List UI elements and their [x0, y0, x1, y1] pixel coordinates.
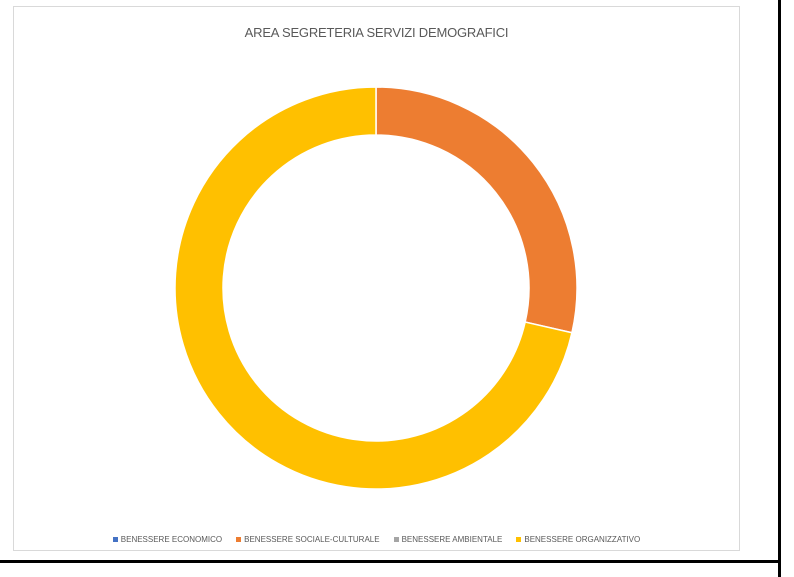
doughnut-slice-benessere-sociale-culturale[interactable]: [375, 86, 578, 334]
legend-swatch: [112, 537, 118, 542]
legend-label: BENESSERE SOCIALE-CULTURALE: [244, 535, 380, 544]
doughnut-slice-benessere-organizzativo[interactable]: [174, 86, 573, 490]
page-border-right: [778, 0, 781, 577]
doughnut-plot: [174, 86, 578, 490]
legend-swatch: [516, 537, 522, 542]
legend-item[interactable]: BENESSERE ORGANIZZATIVO: [516, 535, 640, 544]
legend-label: BENESSERE ORGANIZZATIVO: [524, 535, 641, 544]
legend-swatch: [236, 537, 242, 542]
page-border-bottom: [0, 560, 781, 563]
legend-item[interactable]: BENESSERE AMBIENTALE: [393, 535, 503, 544]
legend-item[interactable]: BENESSERE ECONOMICO: [112, 535, 223, 544]
legend-label: BENESSERE AMBIENTALE: [401, 535, 503, 544]
chart-title: AREA SEGRETERIA SERVIZI DEMOGRAFICI: [244, 25, 509, 40]
legend-label: BENESSERE ECONOMICO: [120, 535, 223, 544]
legend-item[interactable]: BENESSERE SOCIALE-CULTURALE: [236, 535, 380, 544]
chart-area[interactable]: AREA SEGRETERIA SERVIZI DEMOGRAFICI BENE…: [13, 6, 740, 551]
chart-legend: BENESSERE ECONOMICO BENESSERE SOCIALE-CUL…: [14, 535, 739, 544]
legend-swatch: [393, 537, 399, 542]
